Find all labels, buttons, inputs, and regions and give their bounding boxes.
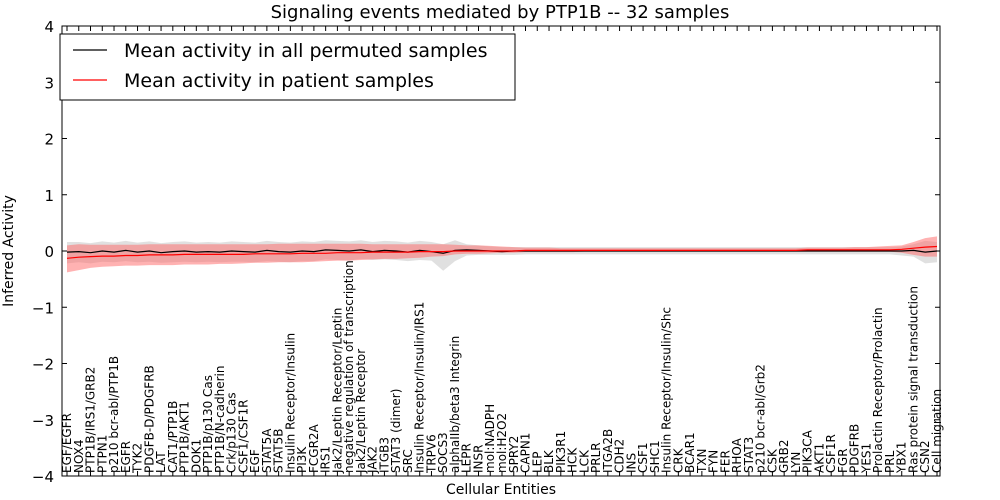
x-tick-label: mol:H2O2 — [495, 413, 509, 473]
x-tick-label: CAPN1 — [519, 433, 533, 473]
x-tick-label: TRPV6 — [425, 434, 439, 474]
x-tick-label: Prolactin Receptor/Prolactin — [871, 307, 885, 473]
x-tick-label: p210 bcr-abl/PTP1B — [107, 356, 121, 473]
x-tick-label: LYN — [789, 452, 803, 473]
x-tick-label: PTP1B/IRS1/GRB2 — [84, 367, 98, 473]
confidence-bands — [67, 236, 937, 273]
x-tick-label: AKT1 — [812, 443, 826, 473]
x-tick-label: INSR — [472, 445, 486, 473]
x-tick-label: YES1 — [860, 443, 874, 474]
y-tick-label: −3 — [32, 412, 54, 430]
x-tick-label: FGR — [836, 448, 850, 473]
x-tick-label: p210 bcr-abl/Grb2 — [754, 364, 768, 473]
x-tick-label: Jak2/Leptin Receptor/Leptin — [330, 308, 344, 474]
x-tick-label: CRK — [671, 447, 685, 473]
x-tick-label: CSF1R — [824, 434, 838, 473]
x-tick-label: TYK2 — [131, 443, 145, 474]
x-tick-label: LEP — [530, 451, 544, 473]
x-tick-label: INS — [624, 453, 638, 473]
x-tick-label: PIK3CA — [801, 429, 815, 473]
x-tick-label: ITGA2B — [601, 429, 615, 473]
x-tick-label: PDGFRB — [848, 424, 862, 473]
x-tick-label: YBX1 — [895, 442, 909, 474]
y-tick-label: 3 — [44, 74, 54, 92]
x-tick-label: PTP1B/N-cadherin — [213, 366, 227, 473]
legend-label-permuted: Mean activity in all permuted samples — [124, 40, 487, 62]
x-tick-label: LAT — [154, 451, 168, 473]
x-tick-label: JAK2 — [366, 446, 380, 474]
x-tick-label: SOCS3 — [436, 432, 450, 473]
x-tick-label: STAT3 — [742, 437, 756, 473]
x-tick-label: Insulin Receptor/Insulin/IRS1 — [413, 302, 427, 473]
x-tick-label: RHOA — [730, 437, 744, 473]
x-tick-label: PTPN1 — [95, 435, 109, 473]
series-lines — [66, 245, 938, 259]
x-tick-label: Insulin Receptor/Insulin — [283, 333, 297, 473]
x-tick-label: LCK — [577, 449, 591, 473]
x-tick-label: GRB2 — [777, 439, 791, 473]
x-tick-label: PI3K — [295, 446, 309, 473]
x-tick-label: STAT5B — [272, 429, 286, 474]
x-tick-label: CAT1/PTP1B — [166, 401, 180, 473]
x-tick-label: CSN2 — [918, 440, 932, 473]
y-tick-label: −4 — [32, 468, 54, 486]
y-axis: 4 3 2 1 0 −1 −2 −3 −4 — [32, 18, 940, 486]
x-tick-label: Crk/p130 Cas — [225, 392, 239, 473]
x-tick-label: Insulin Receptor/Insulin/Shc — [660, 307, 674, 473]
x-tick-label: mol:NADPH — [483, 404, 497, 473]
x-tick-label: CSF1 — [636, 442, 650, 473]
x-tick-label: alphaIIb/beta3 Integrin — [448, 336, 462, 473]
x-tick-label: FCGR2A — [307, 423, 321, 473]
y-tick-label: 4 — [44, 18, 54, 36]
x-tick-label: PTP1B/p130 Cas — [201, 375, 215, 473]
chart-title: Signaling events mediated by PTP1B -- 32… — [271, 2, 730, 23]
x-tick-label: negative regulation of transcription — [342, 260, 356, 473]
x-tick-label: Ras protein signal transduction — [907, 286, 921, 473]
x-tick-label: PRL — [883, 450, 897, 473]
x-tick-label: DOK1 — [189, 439, 203, 473]
x-tick-label: PIK3R1 — [554, 431, 568, 473]
x-tick-label: NOX4 — [72, 439, 86, 473]
legend-box — [59, 33, 516, 101]
x-tick-label: PTP1B/AKT1 — [178, 401, 192, 473]
x-tick-label: CDH2 — [613, 439, 627, 473]
x-tick-label: HCK — [566, 447, 580, 473]
x-tick-label: FYN — [707, 450, 721, 473]
y-tick-label: −2 — [32, 356, 54, 374]
x-tick-label: EGF/EGFR — [60, 413, 74, 473]
x-tick-label: FER — [718, 450, 732, 473]
x-tick-label: SPRY2 — [507, 436, 521, 473]
x-tick-label: BLK — [542, 449, 556, 473]
x-tick-label: SRC — [401, 449, 415, 473]
y-tick-label: −1 — [32, 299, 54, 317]
legend: Mean activity in all permuted samples Me… — [59, 33, 516, 101]
x-tick-label: STAT5A — [260, 428, 274, 473]
legend-label-patient: Mean activity in patient samples — [124, 70, 434, 92]
x-tick-label: TXN — [695, 448, 709, 474]
x-axis-label: Cellular Entities — [446, 482, 556, 498]
y-axis-label: Inferred Activity — [1, 195, 17, 307]
x-tick-label: CSF1/CSF1R — [236, 400, 250, 473]
x-tick-label: STAT3 (dimer) — [389, 389, 403, 473]
y-tick-label: 2 — [44, 131, 54, 149]
x-tick-label: CSK — [765, 448, 779, 473]
band-patient — [67, 236, 937, 273]
y-tick-label: 1 — [44, 187, 54, 205]
x-tick-label: SHC1 — [648, 440, 662, 473]
x-tick-label: Cell migration — [930, 389, 944, 473]
x-tick-label: Jak2/Leptin Receptor — [354, 349, 368, 474]
x-tick-label: IRS1 — [319, 446, 333, 473]
x-tick-label: LEPR — [460, 443, 474, 473]
x-tick-label: PDGFB-D/PDGFRB — [142, 365, 156, 473]
x-tick-label: EGF — [248, 449, 262, 473]
y-tick-label: 0 — [44, 243, 54, 261]
x-tick-label: ITGB3 — [377, 437, 391, 473]
x-tick-label: BCAR1 — [683, 432, 697, 473]
line-patient — [66, 245, 938, 259]
x-tick-label: EGFR — [119, 441, 133, 473]
x-tick-label: PRLR — [589, 442, 603, 473]
